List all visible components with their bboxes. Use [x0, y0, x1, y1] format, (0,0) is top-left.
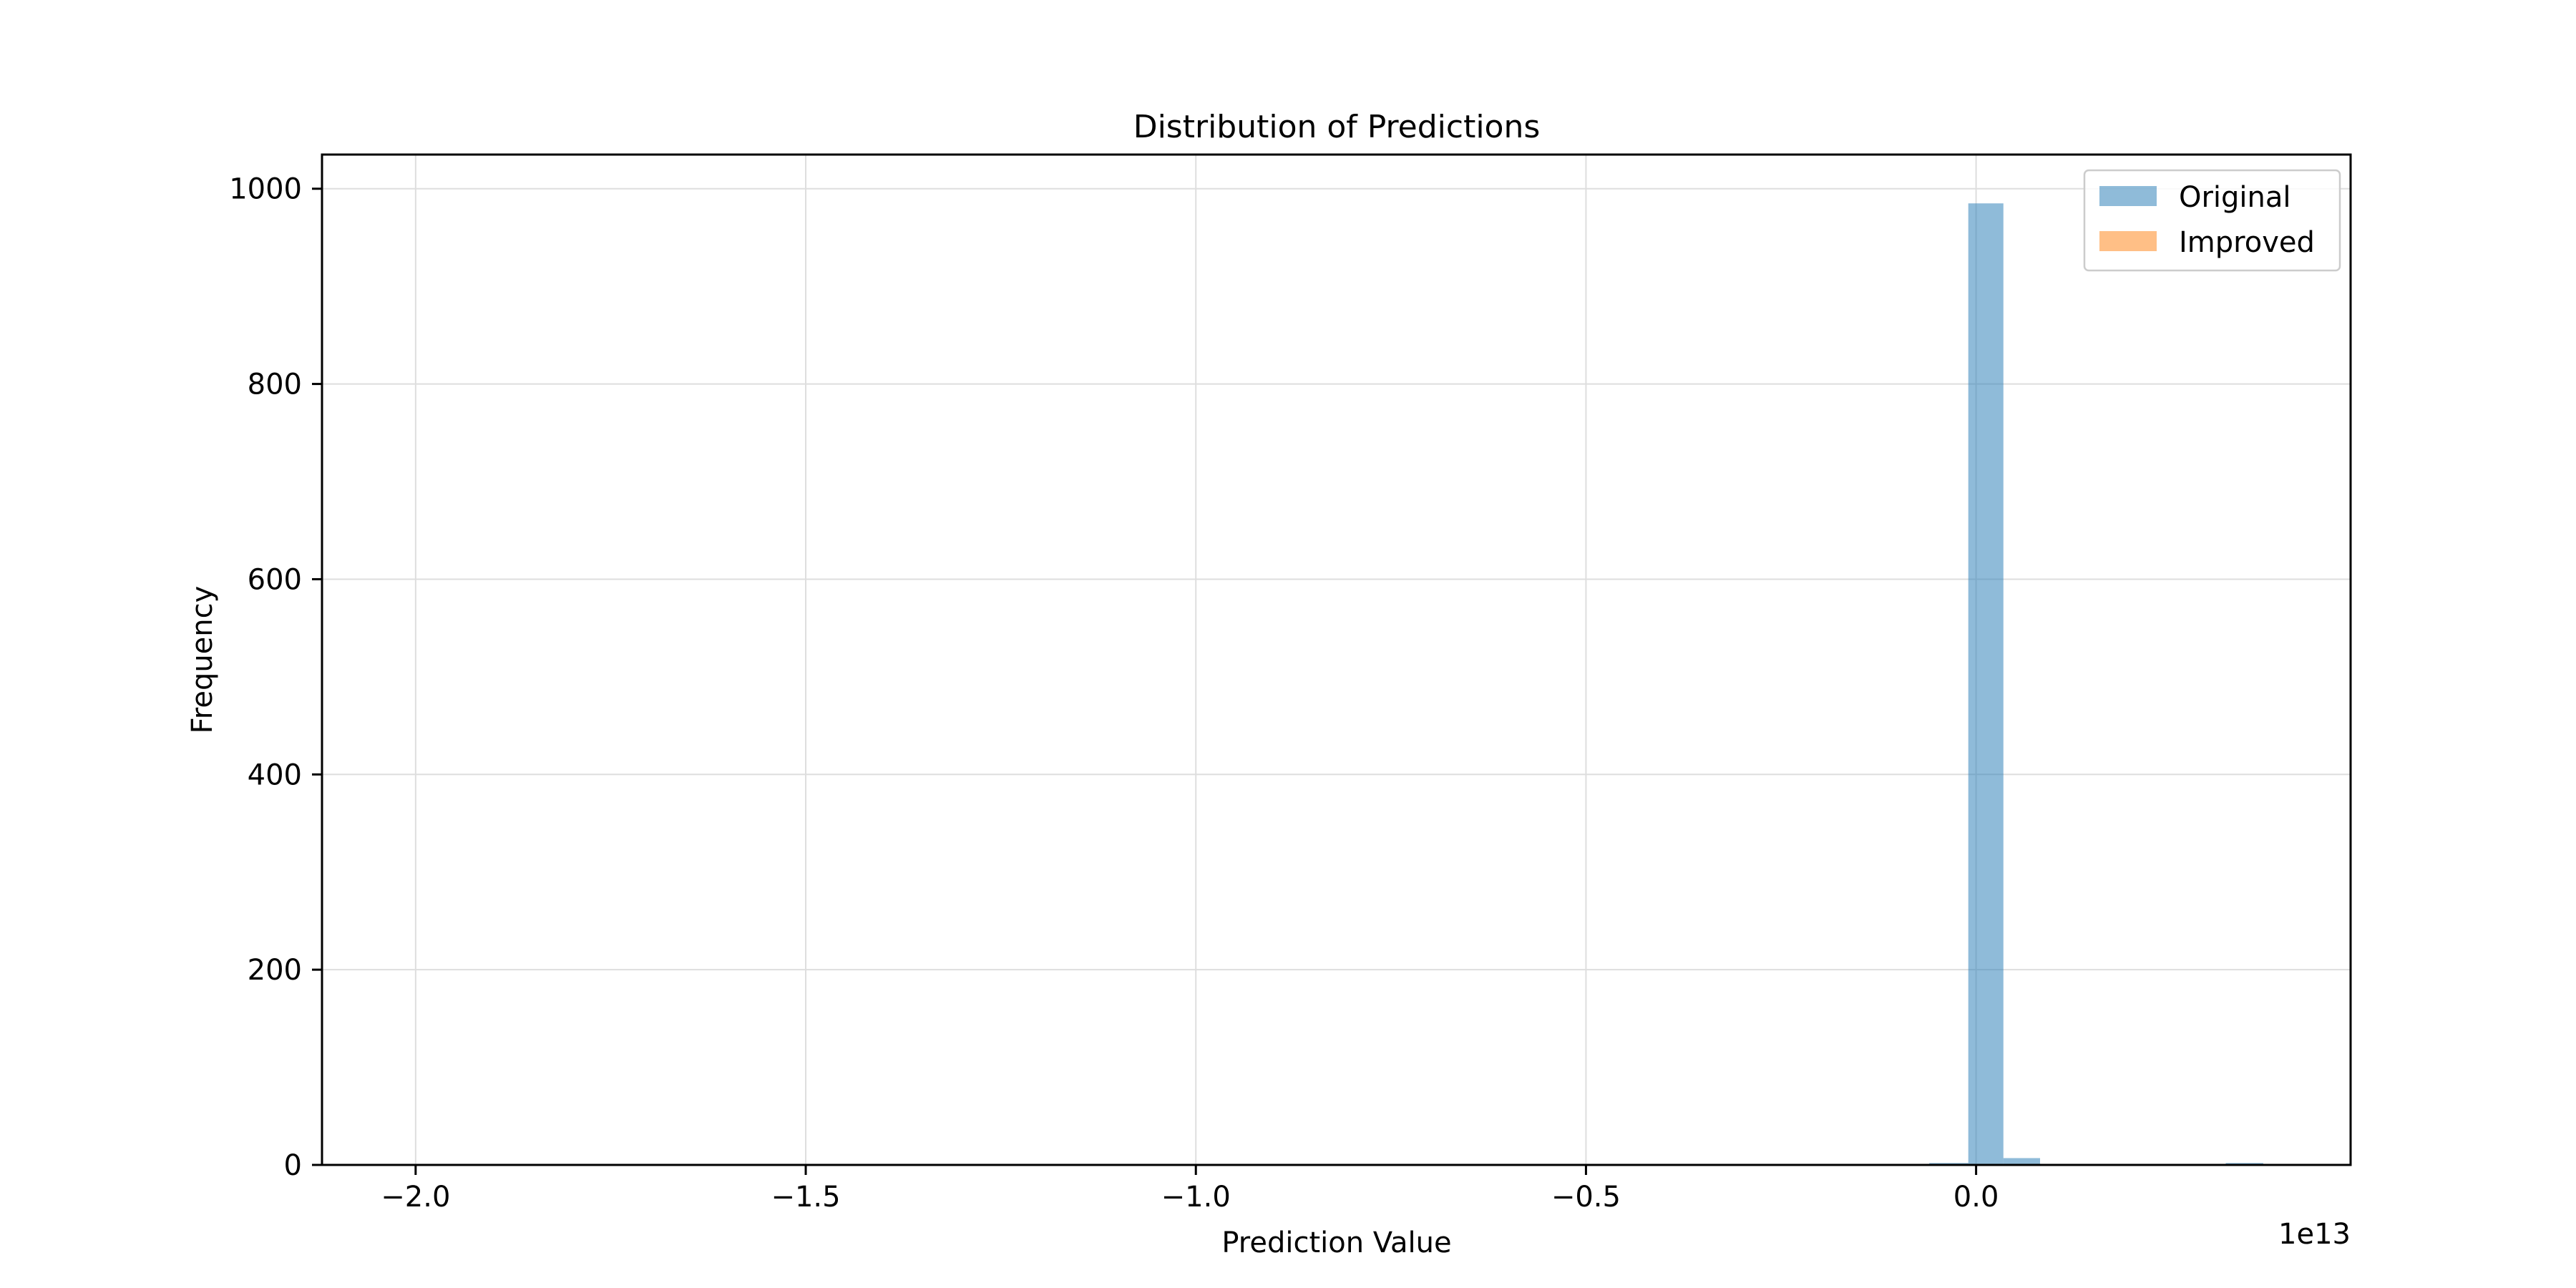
x-axis-offset-label: 1e13 [2278, 1218, 2351, 1251]
histogram-bar-original [1968, 203, 2004, 1166]
x-tick-label: 0.0 [1953, 1181, 1999, 1214]
legend-swatch-improved [2099, 231, 2157, 251]
x-tick-label: −2.0 [381, 1181, 450, 1214]
chart-title: Distribution of Predictions [1133, 109, 1541, 145]
x-tick-label: −1.5 [771, 1181, 840, 1214]
legend-swatch-original [2099, 186, 2157, 206]
grid-lines [322, 155, 2351, 1166]
legend: Original Improved [2083, 169, 2341, 272]
y-tick-label: 0 [284, 1149, 302, 1182]
x-tick-label: −0.5 [1551, 1181, 1621, 1214]
histogram-bars [1929, 203, 2263, 1166]
legend-label-improved: Improved [2179, 226, 2315, 259]
y-tick-label: 200 [248, 954, 302, 987]
x-tick-label: −1.0 [1161, 1181, 1231, 1214]
y-axis-label: Frequency [186, 586, 219, 734]
y-tick-label: 600 [248, 563, 302, 596]
histogram-bar-original [2003, 1158, 2041, 1165]
legend-label-original: Original [2179, 181, 2291, 214]
plot-area-frame [321, 153, 2352, 1166]
y-tick-label: 1000 [229, 173, 302, 206]
axis-ticks: −2.0 −1.5 −1.0 −0.5 0.0 0 200 400 600 800 1000 [229, 173, 1999, 1214]
y-tick-label: 400 [248, 758, 302, 791]
y-tick-label: 800 [248, 369, 302, 401]
x-axis-label: Prediction Value [1221, 1226, 1451, 1259]
